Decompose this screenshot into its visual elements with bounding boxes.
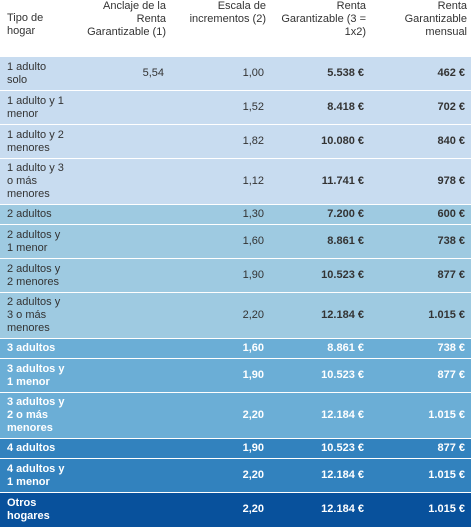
cell-escala: 1,90 [170,358,270,393]
cell-mensual: 738 € [370,224,471,259]
cell-mensual: 702 € [370,90,471,125]
cell-escala: 1,90 [170,258,270,293]
cell-escala: 1,52 [170,90,270,125]
cell-escala: 1,00 [170,56,270,91]
table-row: 3 adultos 1,60 8.861 € 738 € [0,338,471,359]
cell-tipo: 1 adulto y 3 o más menores [0,158,74,205]
cell-renta: 10.523 € [270,438,370,459]
header-tipo-hogar: Tipo de hogar [0,0,74,57]
cell-tipo: 2 adultos y 3 o más menores [0,292,74,339]
cell-anclaje [74,438,170,459]
table-row: 2 adultos y 2 menores 1,90 10.523 € 877 … [0,258,471,293]
cell-mensual: 600 € [370,204,471,225]
table-row: 3 adultos y 1 menor 1,90 10.523 € 877 € [0,358,471,393]
cell-tipo: 2 adultos y 2 menores [0,258,74,293]
cell-tipo: 3 adultos y 2 o más menores [0,392,74,439]
cell-tipo: 2 adultos [0,204,74,225]
cell-renta: 10.523 € [270,258,370,293]
table-row: 3 adultos y 2 o más menores 2,20 12.184 … [0,392,471,439]
cell-mensual: 1.015 € [370,392,471,439]
cell-tipo: 3 adultos y 1 menor [0,358,74,393]
cell-mensual: 877 € [370,258,471,293]
cell-tipo: Otros hogares [0,492,74,527]
cell-tipo: 1 adulto y 2 menores [0,124,74,159]
cell-mensual: 840 € [370,124,471,159]
table-row: 1 adulto y 3 o más menores 1,12 11.741 €… [0,158,471,205]
cell-renta: 7.200 € [270,204,370,225]
cell-tipo: 1 adulto y 1 menor [0,90,74,125]
table-header: Tipo de hogar Anclaje de la Renta Garant… [0,0,471,57]
cell-anclaje [74,204,170,225]
cell-mensual: 1.015 € [370,492,471,527]
cell-anclaje: 5,54 [74,56,170,91]
cell-anclaje [74,292,170,339]
cell-escala: 1,60 [170,224,270,259]
header-escala: Escala de incrementos (2) [170,0,270,57]
table-row: 4 adultos 1,90 10.523 € 877 € [0,438,471,459]
table-row: 2 adultos 1,30 7.200 € 600 € [0,204,471,225]
cell-anclaje [74,224,170,259]
cell-anclaje [74,358,170,393]
cell-escala: 2,20 [170,492,270,527]
cell-mensual: 877 € [370,438,471,459]
cell-tipo: 3 adultos [0,338,74,359]
cell-anclaje [74,124,170,159]
cell-renta: 8.861 € [270,338,370,359]
cell-escala: 2,20 [170,292,270,339]
cell-renta: 5.538 € [270,56,370,91]
cell-escala: 1,12 [170,158,270,205]
cell-mensual: 1.015 € [370,458,471,493]
cell-tipo: 1 adulto solo [0,56,74,91]
table-row: 4 adultos y 1 menor 2,20 12.184 € 1.015 … [0,458,471,493]
cell-renta: 11.741 € [270,158,370,205]
cell-tipo: 2 adultos y 1 menor [0,224,74,259]
cell-anclaje [74,392,170,439]
cell-renta: 10.080 € [270,124,370,159]
cell-mensual: 1.015 € [370,292,471,339]
cell-tipo: 4 adultos [0,438,74,459]
header-anclaje: Anclaje de la Renta Garantizable (1) [74,0,170,57]
header-renta: Renta Garantizable (3 = 1x2) [270,0,370,57]
cell-tipo: 4 adultos y 1 menor [0,458,74,493]
cell-renta: 12.184 € [270,458,370,493]
cell-mensual: 877 € [370,358,471,393]
cell-renta: 12.184 € [270,392,370,439]
cell-renta: 10.523 € [270,358,370,393]
cell-escala: 1,60 [170,338,270,359]
cell-anclaje [74,338,170,359]
table-row: 2 adultos y 3 o más menores 2,20 12.184 … [0,292,471,339]
cell-anclaje [74,258,170,293]
table-body: 1 adulto solo 5,54 1,00 5.538 € 462 € 1 … [0,56,471,527]
cell-mensual: 738 € [370,338,471,359]
cell-anclaje [74,158,170,205]
table-row: 2 adultos y 1 menor 1,60 8.861 € 738 € [0,224,471,259]
cell-escala: 2,20 [170,458,270,493]
header-row: Tipo de hogar Anclaje de la Renta Garant… [0,0,471,57]
cell-renta: 8.418 € [270,90,370,125]
cell-escala: 1,30 [170,204,270,225]
cell-renta: 12.184 € [270,492,370,527]
table-row: 1 adulto y 1 menor 1,52 8.418 € 702 € [0,90,471,125]
cell-escala: 1,90 [170,438,270,459]
cell-anclaje [74,90,170,125]
header-mensual: Renta Garantizable mensual [370,0,471,57]
cell-mensual: 462 € [370,56,471,91]
cell-renta: 12.184 € [270,292,370,339]
cell-anclaje [74,458,170,493]
table-row: 1 adulto solo 5,54 1,00 5.538 € 462 € [0,56,471,91]
cell-mensual: 978 € [370,158,471,205]
table-row: Otros hogares 2,20 12.184 € 1.015 € [0,492,471,527]
cell-renta: 8.861 € [270,224,370,259]
cell-escala: 2,20 [170,392,270,439]
table-row: 1 adulto y 2 menores 1,82 10.080 € 840 € [0,124,471,159]
cell-anclaje [74,492,170,527]
cell-escala: 1,82 [170,124,270,159]
